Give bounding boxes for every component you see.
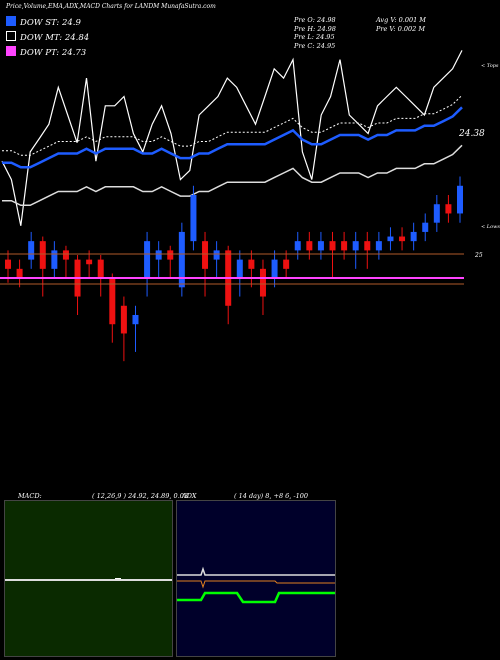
legend-swatch-pt: [6, 46, 16, 56]
legend-swatch-st: [6, 16, 16, 26]
candle-body: [271, 259, 278, 279]
adx-label: ADX: [182, 492, 197, 500]
chart-title: Price,Volume,EMA,ADX,MACD Charts for LAN…: [6, 3, 216, 10]
candle-body: [433, 204, 440, 223]
candle-body: [97, 259, 104, 279]
candle-body: [132, 315, 139, 325]
macd-panel: [4, 500, 173, 657]
candle-body: [352, 241, 359, 251]
candle-body: [375, 241, 382, 251]
candle-body: [457, 185, 463, 214]
price-close-line: [1, 50, 463, 226]
pre-high: Pre H: 24.98: [294, 24, 336, 33]
candle-body: [283, 259, 290, 269]
legend-dow-pt: DOW PT: 24.73: [6, 46, 89, 58]
adx-values: ( 14 day) 8, +8 6, -100: [234, 492, 309, 500]
candle-body: [259, 268, 266, 297]
adx-lines: [177, 566, 335, 604]
candle-body: [62, 250, 69, 260]
legend-dow-st: DOW ST: 24.9: [6, 16, 89, 28]
candle-body: [213, 250, 220, 260]
candle-body: [120, 305, 127, 334]
candle-body: [341, 241, 348, 251]
candle-body: [178, 231, 185, 288]
avg-volume: Avg V: 0.001 M: [376, 16, 426, 24]
dow-st-line: [2, 106, 463, 169]
candle-body: [387, 236, 394, 242]
candle-body: [294, 241, 301, 251]
last-price-label: 24.38: [459, 129, 485, 139]
candle-body: [190, 195, 197, 242]
macd-zero-line: [5, 579, 172, 581]
candle-body: [422, 222, 429, 232]
volume-stats: Avg V: 0.001 M Pre V: 0.002 M: [376, 16, 426, 33]
lows-label: < Lows: [481, 224, 500, 230]
candle-body: [109, 278, 116, 325]
pre-volume: Pre V: 0.002 M: [376, 24, 426, 33]
candle-body: [155, 250, 162, 260]
candle-body: [16, 268, 23, 279]
chart-lines: [1, 50, 463, 226]
dow-legend: DOW ST: 24.9 DOW MT: 24.84 DOW PT: 24.73: [6, 16, 89, 58]
level-25-label: 25: [475, 252, 483, 259]
macd-values: ( 12,26,9 ) 24.92, 24.89, 0.03: [92, 492, 189, 500]
candle-body: [51, 250, 58, 269]
tops-label: < Tops: [481, 63, 499, 69]
lows-line: [2, 144, 463, 207]
pre-low: Pre L: 24.95: [294, 33, 335, 41]
candle-body: [317, 241, 324, 251]
pre-close: Pre C: 24.95: [294, 41, 336, 50]
candles: [5, 176, 463, 362]
candle-body: [5, 259, 11, 269]
adx-panel: [176, 500, 336, 657]
candle-body: [236, 259, 243, 279]
candle-body: [28, 241, 35, 260]
candle-body: [306, 241, 313, 251]
candle-body: [410, 231, 417, 242]
pre-open: Pre O: 24.98: [294, 16, 336, 24]
candle-body: [364, 241, 371, 251]
legend-swatch-mt: [6, 31, 16, 41]
macd-label: MACD:: [18, 492, 42, 500]
candle-body: [144, 241, 151, 279]
candle-body: [167, 250, 174, 260]
macd-signal-mark: [115, 578, 121, 579]
candle-body: [248, 259, 255, 269]
candle-body: [399, 236, 406, 242]
candle-body: [329, 241, 336, 251]
candle-body: [86, 259, 93, 265]
dow-mt-line: [2, 94, 463, 156]
candle-body: [39, 241, 46, 269]
prev-ohlc: Pre O: 24.98 Pre H: 24.98 Pre L: 24.95 P…: [294, 16, 336, 50]
candle-body: [445, 204, 452, 214]
price-chart: [0, 50, 464, 362]
adx-green-line: [177, 591, 335, 604]
adx-orange-line: [177, 580, 335, 589]
adx-white-line: [177, 566, 335, 576]
candle-body: [202, 241, 209, 269]
legend-dow-mt: DOW MT: 24.84: [6, 31, 89, 43]
